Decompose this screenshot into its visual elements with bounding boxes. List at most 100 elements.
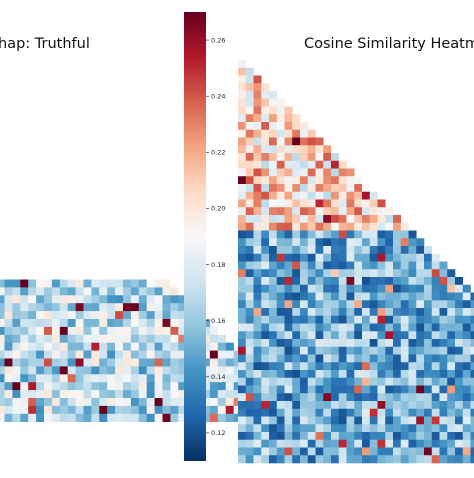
heatmap-cell: [370, 231, 378, 239]
heatmap-cell: [107, 295, 115, 303]
heatmap-cell: [155, 351, 163, 359]
heatmap-cell: [28, 382, 36, 390]
heatmap-cell: [238, 409, 246, 417]
heatmap-cell: [44, 390, 52, 398]
heatmap-cell: [409, 440, 417, 448]
heatmap-cell: [269, 339, 277, 347]
heatmap-cell: [12, 359, 20, 367]
heatmap-cell: [471, 432, 474, 440]
heatmap-cell: [323, 176, 331, 184]
heatmap-cell: [362, 192, 370, 200]
heatmap-cell: [52, 280, 60, 288]
heatmap-cell: [471, 378, 474, 386]
heatmap-cell: [316, 246, 324, 254]
heatmap-cell: [226, 351, 234, 359]
heatmap-cell: [285, 176, 293, 184]
heatmap-cell: [447, 331, 455, 339]
heatmap-cell: [12, 351, 20, 359]
heatmap-cell: [246, 378, 254, 386]
heatmap-cell: [218, 390, 226, 398]
heatmap-cell: [68, 382, 76, 390]
heatmap-cell: [416, 254, 424, 262]
heatmap-cell: [52, 335, 60, 343]
heatmap-cell: [354, 293, 362, 301]
heatmap-cell: [370, 401, 378, 409]
heatmap-cell: [277, 300, 285, 308]
heatmap-cell: [323, 285, 331, 293]
heatmap-cell: [308, 285, 316, 293]
heatmap-cell: [52, 414, 60, 422]
colorbar-tick-label: 0.12: [211, 429, 225, 437]
heatmap-cell: [0, 280, 5, 288]
heatmap-cell: [76, 351, 84, 359]
heatmap-cell: [131, 280, 139, 288]
heatmap-cell: [401, 448, 409, 456]
heatmap-cell: [401, 277, 409, 285]
heatmap-cell: [269, 153, 277, 161]
heatmap-cell: [254, 76, 262, 84]
heatmap-cell: [440, 440, 448, 448]
heatmap-cell: [0, 327, 5, 335]
heatmap-cell: [170, 351, 178, 359]
heatmap-cell: [292, 215, 300, 223]
heatmap-cell: [84, 359, 92, 367]
heatmap-cell: [285, 153, 293, 161]
heatmap-cell: [155, 280, 163, 288]
heatmap-cell: [36, 319, 44, 327]
heatmap-cell: [378, 262, 386, 270]
heatmap-cell: [91, 390, 99, 398]
heatmap-cell: [416, 362, 424, 370]
heatmap-cell: [84, 414, 92, 422]
heatmap-cell: [354, 401, 362, 409]
heatmap-cell: [246, 169, 254, 177]
heatmap-cell: [378, 300, 386, 308]
heatmap-cell: [269, 401, 277, 409]
heatmap-cell: [424, 347, 432, 355]
heatmap-cell: [401, 378, 409, 386]
heatmap-cell: [238, 99, 246, 107]
heatmap-cell: [76, 366, 84, 374]
heatmap-cell: [308, 153, 316, 161]
heatmap-cell: [147, 295, 155, 303]
heatmap-cell: [68, 280, 76, 288]
heatmap-cell: [316, 308, 324, 316]
heatmap-cell: [68, 287, 76, 295]
heatmap-cell: [52, 374, 60, 382]
heatmap-cell: [323, 153, 331, 161]
heatmap-cell: [347, 277, 355, 285]
heatmap-cell: [285, 316, 293, 324]
heatmap-cell: [44, 327, 52, 335]
heatmap-cell: [76, 327, 84, 335]
heatmap-cell: [331, 424, 339, 432]
heatmap-cell: [347, 246, 355, 254]
heatmap-cell: [339, 316, 347, 324]
heatmap-cell: [347, 331, 355, 339]
heatmap-cell: [440, 293, 448, 301]
heatmap-cell: [84, 343, 92, 351]
heatmap-cell: [370, 316, 378, 324]
heatmap-cell: [269, 246, 277, 254]
heatmap-cell: [123, 319, 131, 327]
heatmap-cell: [416, 424, 424, 432]
heatmap-cell: [432, 409, 440, 417]
heatmap-cell: [300, 262, 308, 270]
heatmap-cell: [316, 238, 324, 246]
heatmap-cell: [261, 231, 269, 239]
heatmap-cell: [261, 300, 269, 308]
heatmap-cell: [131, 311, 139, 319]
heatmap-cell: [316, 269, 324, 277]
heatmap-cell: [308, 184, 316, 192]
heatmap-cell: [36, 335, 44, 343]
heatmap-cell: [455, 277, 463, 285]
heatmap-cell: [261, 200, 269, 208]
heatmap-cell: [76, 319, 84, 327]
heatmap-cell: [163, 280, 171, 288]
heatmap-cell: [277, 107, 285, 115]
heatmap-cell: [155, 390, 163, 398]
heatmap-cell: [44, 374, 52, 382]
heatmap-cell: [300, 355, 308, 363]
heatmap-cell: [401, 401, 409, 409]
heatmap-cell: [246, 145, 254, 153]
heatmap-cell: [463, 440, 471, 448]
heatmap-cell: [354, 448, 362, 456]
